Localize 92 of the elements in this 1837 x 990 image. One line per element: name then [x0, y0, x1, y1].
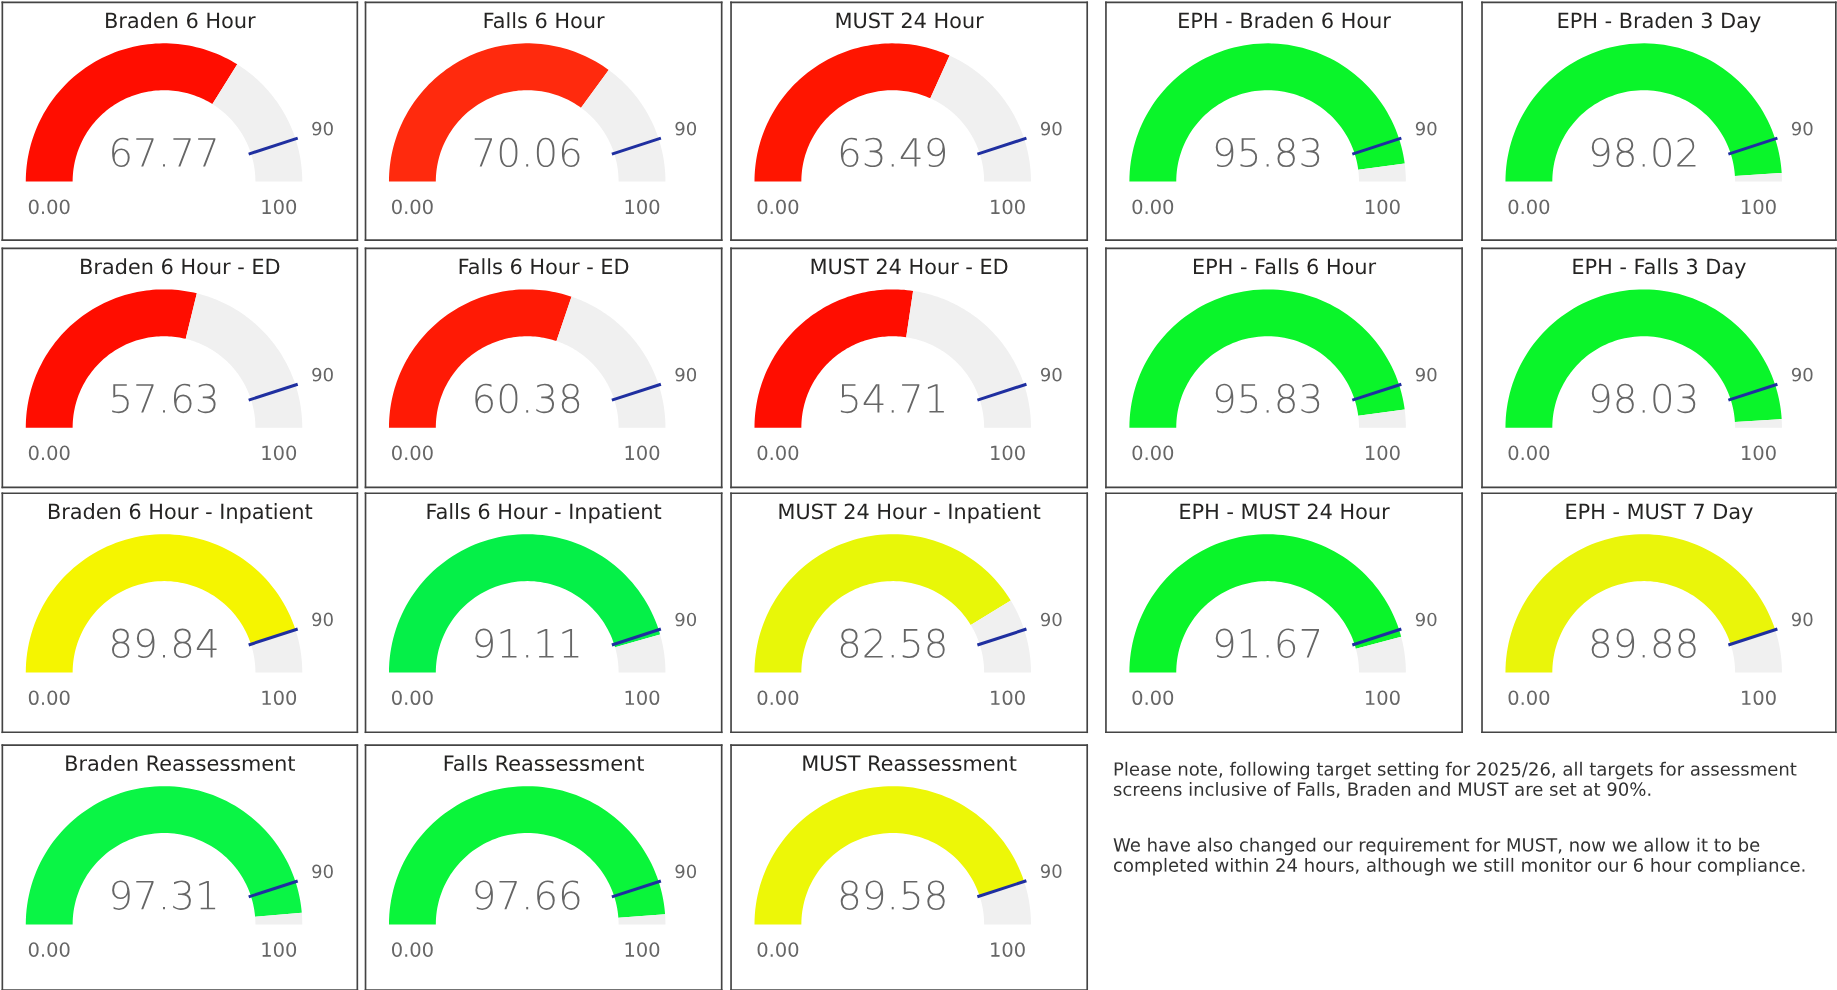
text: 100 [625, 942, 660, 957]
chart-title: Braden Reassessment [66, 754, 295, 772]
text: 82.58 [840, 628, 945, 659]
text: 0.00 [392, 942, 433, 957]
text: 0.00 [1132, 199, 1174, 215]
text: 90 [1791, 367, 1813, 382]
text: 67.77 [112, 137, 216, 168]
text: 0.00 [28, 199, 70, 215]
text: 0.00 [1508, 690, 1550, 706]
text: 100 [625, 199, 660, 215]
text: 100 [1742, 690, 1776, 706]
text: 100 [991, 445, 1025, 461]
text: 0.00 [1132, 690, 1174, 706]
text: 0.00 [28, 690, 70, 706]
text: 90 [312, 367, 333, 382]
text: 0.00 [1132, 445, 1174, 461]
text: 90 [312, 864, 333, 879]
text: 0.00 [757, 445, 799, 461]
text: 0.00 [28, 445, 70, 461]
text: 90 [675, 367, 697, 382]
chart-title: Braden 6 Hour - ED [81, 258, 280, 275]
text: 100 [262, 199, 297, 215]
chart-title: Braden 6 Hour - Inpatient [48, 503, 313, 524]
text: 100 [991, 942, 1025, 957]
text: 90 [312, 612, 333, 627]
text: 91.11 [475, 628, 579, 659]
text: 100 [262, 690, 297, 706]
chart-title: Braden 6 Hour [106, 12, 256, 29]
text: 98.02 [1591, 137, 1696, 168]
text: 90 [1040, 367, 1062, 382]
chart-title: MUST 24 Hour - Inpatient [779, 503, 1041, 524]
text: 0.00 [757, 199, 799, 215]
text: 100 [1366, 445, 1400, 461]
text: 90 [1040, 612, 1062, 627]
text: 100 [625, 445, 660, 461]
text: 90 [1040, 864, 1062, 879]
text: 98.03 [1591, 383, 1696, 414]
text: 90 [1415, 367, 1437, 382]
text: 0.00 [392, 199, 433, 215]
text: 100 [1742, 445, 1776, 461]
text: 97.31 [112, 880, 216, 910]
chart-title: MUST 24 Hour - ED [811, 258, 1008, 275]
text: 57.63 [112, 383, 216, 414]
text: 90 [1791, 612, 1813, 627]
text: 100 [1366, 199, 1400, 215]
chart-title: EPH - MUST 24 Hour [1180, 503, 1390, 520]
text: 100 [625, 690, 660, 706]
chart-title: EPH - Braden 6 Hour [1179, 12, 1391, 29]
chart-title: Falls 6 Hour [484, 12, 605, 29]
text: 0.00 [28, 942, 70, 957]
text: 90 [675, 612, 697, 627]
chart-title: MUST 24 Hour [836, 12, 984, 29]
text: 90 [1040, 121, 1062, 136]
chart-title: EPH - Falls 3 Day [1573, 258, 1746, 279]
text: 90 [675, 864, 697, 879]
chart-title: Falls 6 Hour - Inpatient [427, 503, 662, 524]
text: 90 [1415, 612, 1437, 627]
text: 54.71 [840, 384, 944, 414]
text: 89.88 [1591, 628, 1696, 659]
text: 100 [1742, 199, 1776, 215]
chart-title: Falls 6 Hour - ED [459, 258, 629, 275]
text: 100 [991, 690, 1025, 706]
text: Please note, following target setting for 2025/26, all targets for assessment screens inclusive of Falls, Braden and MUST are set at 90%. [1113, 761, 1797, 798]
text: 90 [1791, 121, 1813, 136]
text: 90 [312, 121, 333, 136]
text: 0.00 [392, 445, 433, 461]
text: 0.00 [757, 942, 799, 957]
text: 97.66 [475, 880, 580, 910]
text: 100 [1366, 690, 1400, 706]
chart-title: EPH - MUST 7 Day [1566, 503, 1753, 524]
text: 95.83 [1215, 137, 1320, 168]
chart-title: Falls Reassessment [444, 754, 644, 772]
chart-title: EPH - Falls 6 Hour [1194, 258, 1377, 275]
text: 0.00 [1508, 199, 1550, 215]
text: 91.67 [1215, 628, 1319, 659]
chart-title: EPH - Braden 3 Day [1558, 12, 1761, 33]
text: 100 [991, 199, 1025, 215]
text: 60.38 [475, 383, 580, 414]
text: 70.06 [474, 137, 580, 168]
text: 0.00 [757, 690, 799, 706]
text: 89.58 [840, 880, 945, 910]
text: We have also changed our requirement for MUST, now we allow it to be completed within 24 hours, although we still monitor our 6 hour compliance. [1113, 837, 1805, 876]
text: 100 [262, 942, 297, 957]
text: 0.00 [1508, 445, 1550, 461]
text: 0.00 [392, 690, 433, 706]
text: 100 [262, 445, 297, 461]
text: 95.83 [1215, 383, 1320, 414]
text: 90 [1415, 121, 1437, 136]
text: 89.84 [112, 628, 217, 659]
chart-title: MUST Reassessment [803, 755, 1017, 772]
text: 63.49 [840, 137, 946, 168]
text: 90 [675, 121, 697, 136]
